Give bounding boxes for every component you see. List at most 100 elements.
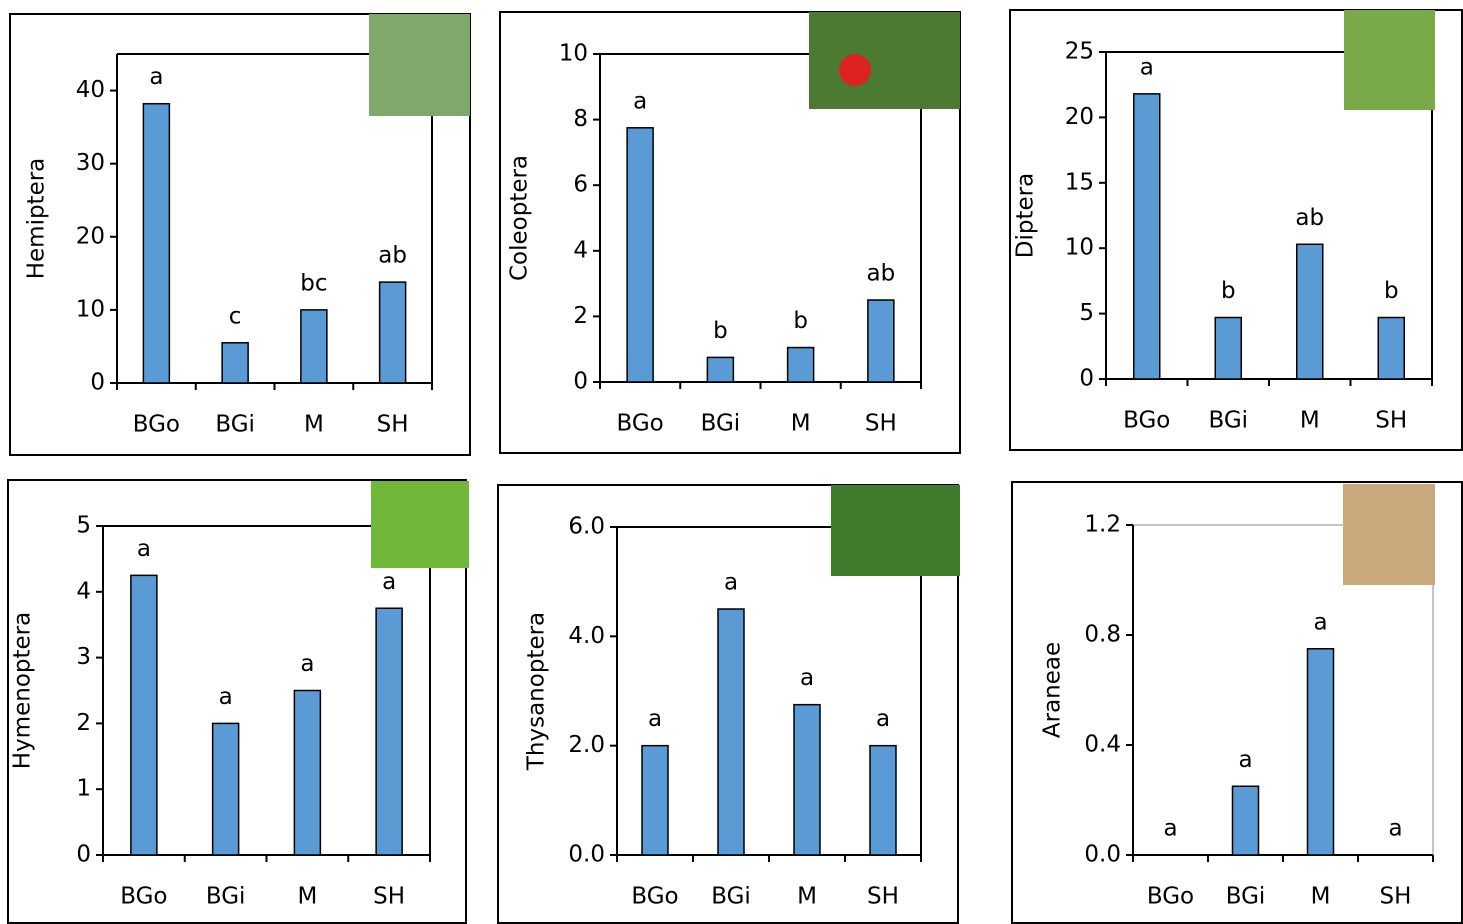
x-tick-label: SH: [373, 884, 405, 910]
x-tick-label: BGo: [133, 412, 180, 438]
bar: [707, 357, 733, 382]
significance-letter: a: [1388, 816, 1402, 842]
bar: [1378, 318, 1404, 379]
y-axis-label: Diptera: [1013, 173, 1039, 258]
y-tick-label: 0.4: [1084, 732, 1121, 758]
insect-photo: [1343, 484, 1435, 585]
y-tick-label: 40: [76, 77, 105, 103]
bar: [376, 608, 402, 855]
y-tick-label: 5: [76, 513, 91, 539]
y-tick-label: 0.0: [1084, 842, 1121, 868]
significance-letter: c: [229, 303, 242, 329]
x-tick-label: BGo: [631, 884, 678, 910]
bar: [222, 343, 248, 383]
y-tick-label: 25: [1065, 39, 1094, 65]
y-tick-label: 0: [573, 369, 588, 395]
bar: [1134, 94, 1160, 379]
y-tick-label: 6: [573, 172, 588, 198]
x-tick-label: SH: [867, 884, 899, 910]
bar: [380, 282, 406, 383]
x-tick-label: SH: [1375, 408, 1407, 434]
x-tick-label: BGi: [1208, 408, 1248, 434]
y-tick-label: 10: [76, 296, 105, 322]
y-tick-label: 1.2: [1084, 512, 1121, 538]
y-tick-label: 0.8: [1084, 622, 1121, 648]
significance-letter: a: [633, 88, 647, 114]
x-tick-label: BGi: [1226, 884, 1266, 910]
x-tick-label: SH: [1380, 884, 1412, 910]
bar: [718, 609, 744, 855]
y-tick-label: 4.0: [568, 623, 605, 649]
significance-letter: ab: [378, 243, 407, 269]
x-tick-label: M: [797, 884, 817, 910]
insect-photo-detail: [839, 54, 871, 86]
y-tick-label: 0: [76, 842, 91, 868]
x-tick-label: M: [1311, 884, 1331, 910]
significance-letter: a: [137, 536, 151, 562]
significance-letter: bc: [300, 270, 327, 296]
y-axis-label: Hemiptera: [24, 158, 50, 280]
x-tick-label: BGi: [206, 884, 246, 910]
significance-letter: ab: [1295, 205, 1324, 231]
page: Hemiptera010203040BGoaBGicMbcSHabColeopt…: [0, 0, 1463, 924]
chart-grid: Hemiptera010203040BGoaBGicMbcSHabColeopt…: [0, 0, 1463, 924]
bar: [794, 705, 820, 855]
y-tick-label: 8: [573, 106, 588, 132]
significance-letter: a: [1238, 747, 1252, 773]
bar: [131, 575, 157, 855]
x-tick-label: M: [297, 884, 317, 910]
y-axis-label: Coleoptera: [507, 155, 533, 281]
bar: [1215, 318, 1241, 379]
y-tick-label: 2: [573, 303, 588, 329]
x-tick-label: SH: [377, 412, 409, 438]
y-tick-label: 30: [76, 150, 105, 176]
y-tick-label: 2: [76, 710, 91, 736]
significance-letter: b: [713, 318, 728, 344]
bar: [143, 104, 169, 383]
x-tick-label: BGo: [1147, 884, 1194, 910]
bar: [1308, 649, 1334, 855]
insect-photo: [831, 485, 960, 576]
significance-letter: a: [800, 665, 814, 691]
y-tick-label: 0: [90, 370, 105, 396]
significance-letter: ab: [867, 261, 896, 287]
significance-letter: a: [149, 64, 163, 90]
significance-letter: a: [1163, 816, 1177, 842]
y-tick-label: 0.0: [568, 842, 605, 868]
y-tick-label: 1: [76, 776, 91, 802]
y-axis-label: Hymenoptera: [10, 612, 36, 769]
y-tick-label: 10: [559, 41, 588, 67]
x-tick-label: M: [791, 411, 811, 437]
significance-letter: a: [219, 684, 233, 710]
insect-photo: [371, 481, 469, 568]
x-tick-label: M: [1300, 408, 1320, 434]
bar: [294, 691, 320, 856]
significance-letter: a: [382, 569, 396, 595]
y-tick-label: 4: [76, 578, 91, 604]
bar: [642, 746, 668, 855]
significance-letter: a: [724, 570, 738, 596]
insect-photo: [1344, 10, 1435, 110]
y-tick-label: 10: [1065, 235, 1094, 261]
x-tick-label: BGi: [701, 411, 741, 437]
insect-photo: [809, 12, 960, 109]
y-tick-label: 20: [76, 223, 105, 249]
significance-letter: a: [1140, 54, 1154, 80]
significance-letter: b: [793, 308, 808, 334]
x-tick-label: M: [304, 412, 324, 438]
bar: [1297, 244, 1323, 379]
x-tick-label: BGi: [215, 412, 255, 438]
y-tick-label: 5: [1079, 300, 1094, 326]
x-tick-label: BGo: [616, 411, 663, 437]
y-axis-label: Thysanoptera: [524, 612, 550, 771]
significance-letter: a: [876, 706, 890, 732]
y-tick-label: 20: [1065, 104, 1094, 130]
y-axis-label: Araneae: [1040, 642, 1066, 738]
significance-letter: a: [1313, 609, 1327, 635]
bar: [627, 128, 653, 382]
significance-letter: b: [1384, 278, 1399, 304]
y-tick-label: 15: [1065, 169, 1094, 195]
y-tick-label: 0: [1079, 366, 1094, 392]
insect-photo: [369, 14, 470, 116]
y-tick-label: 4: [573, 237, 588, 263]
